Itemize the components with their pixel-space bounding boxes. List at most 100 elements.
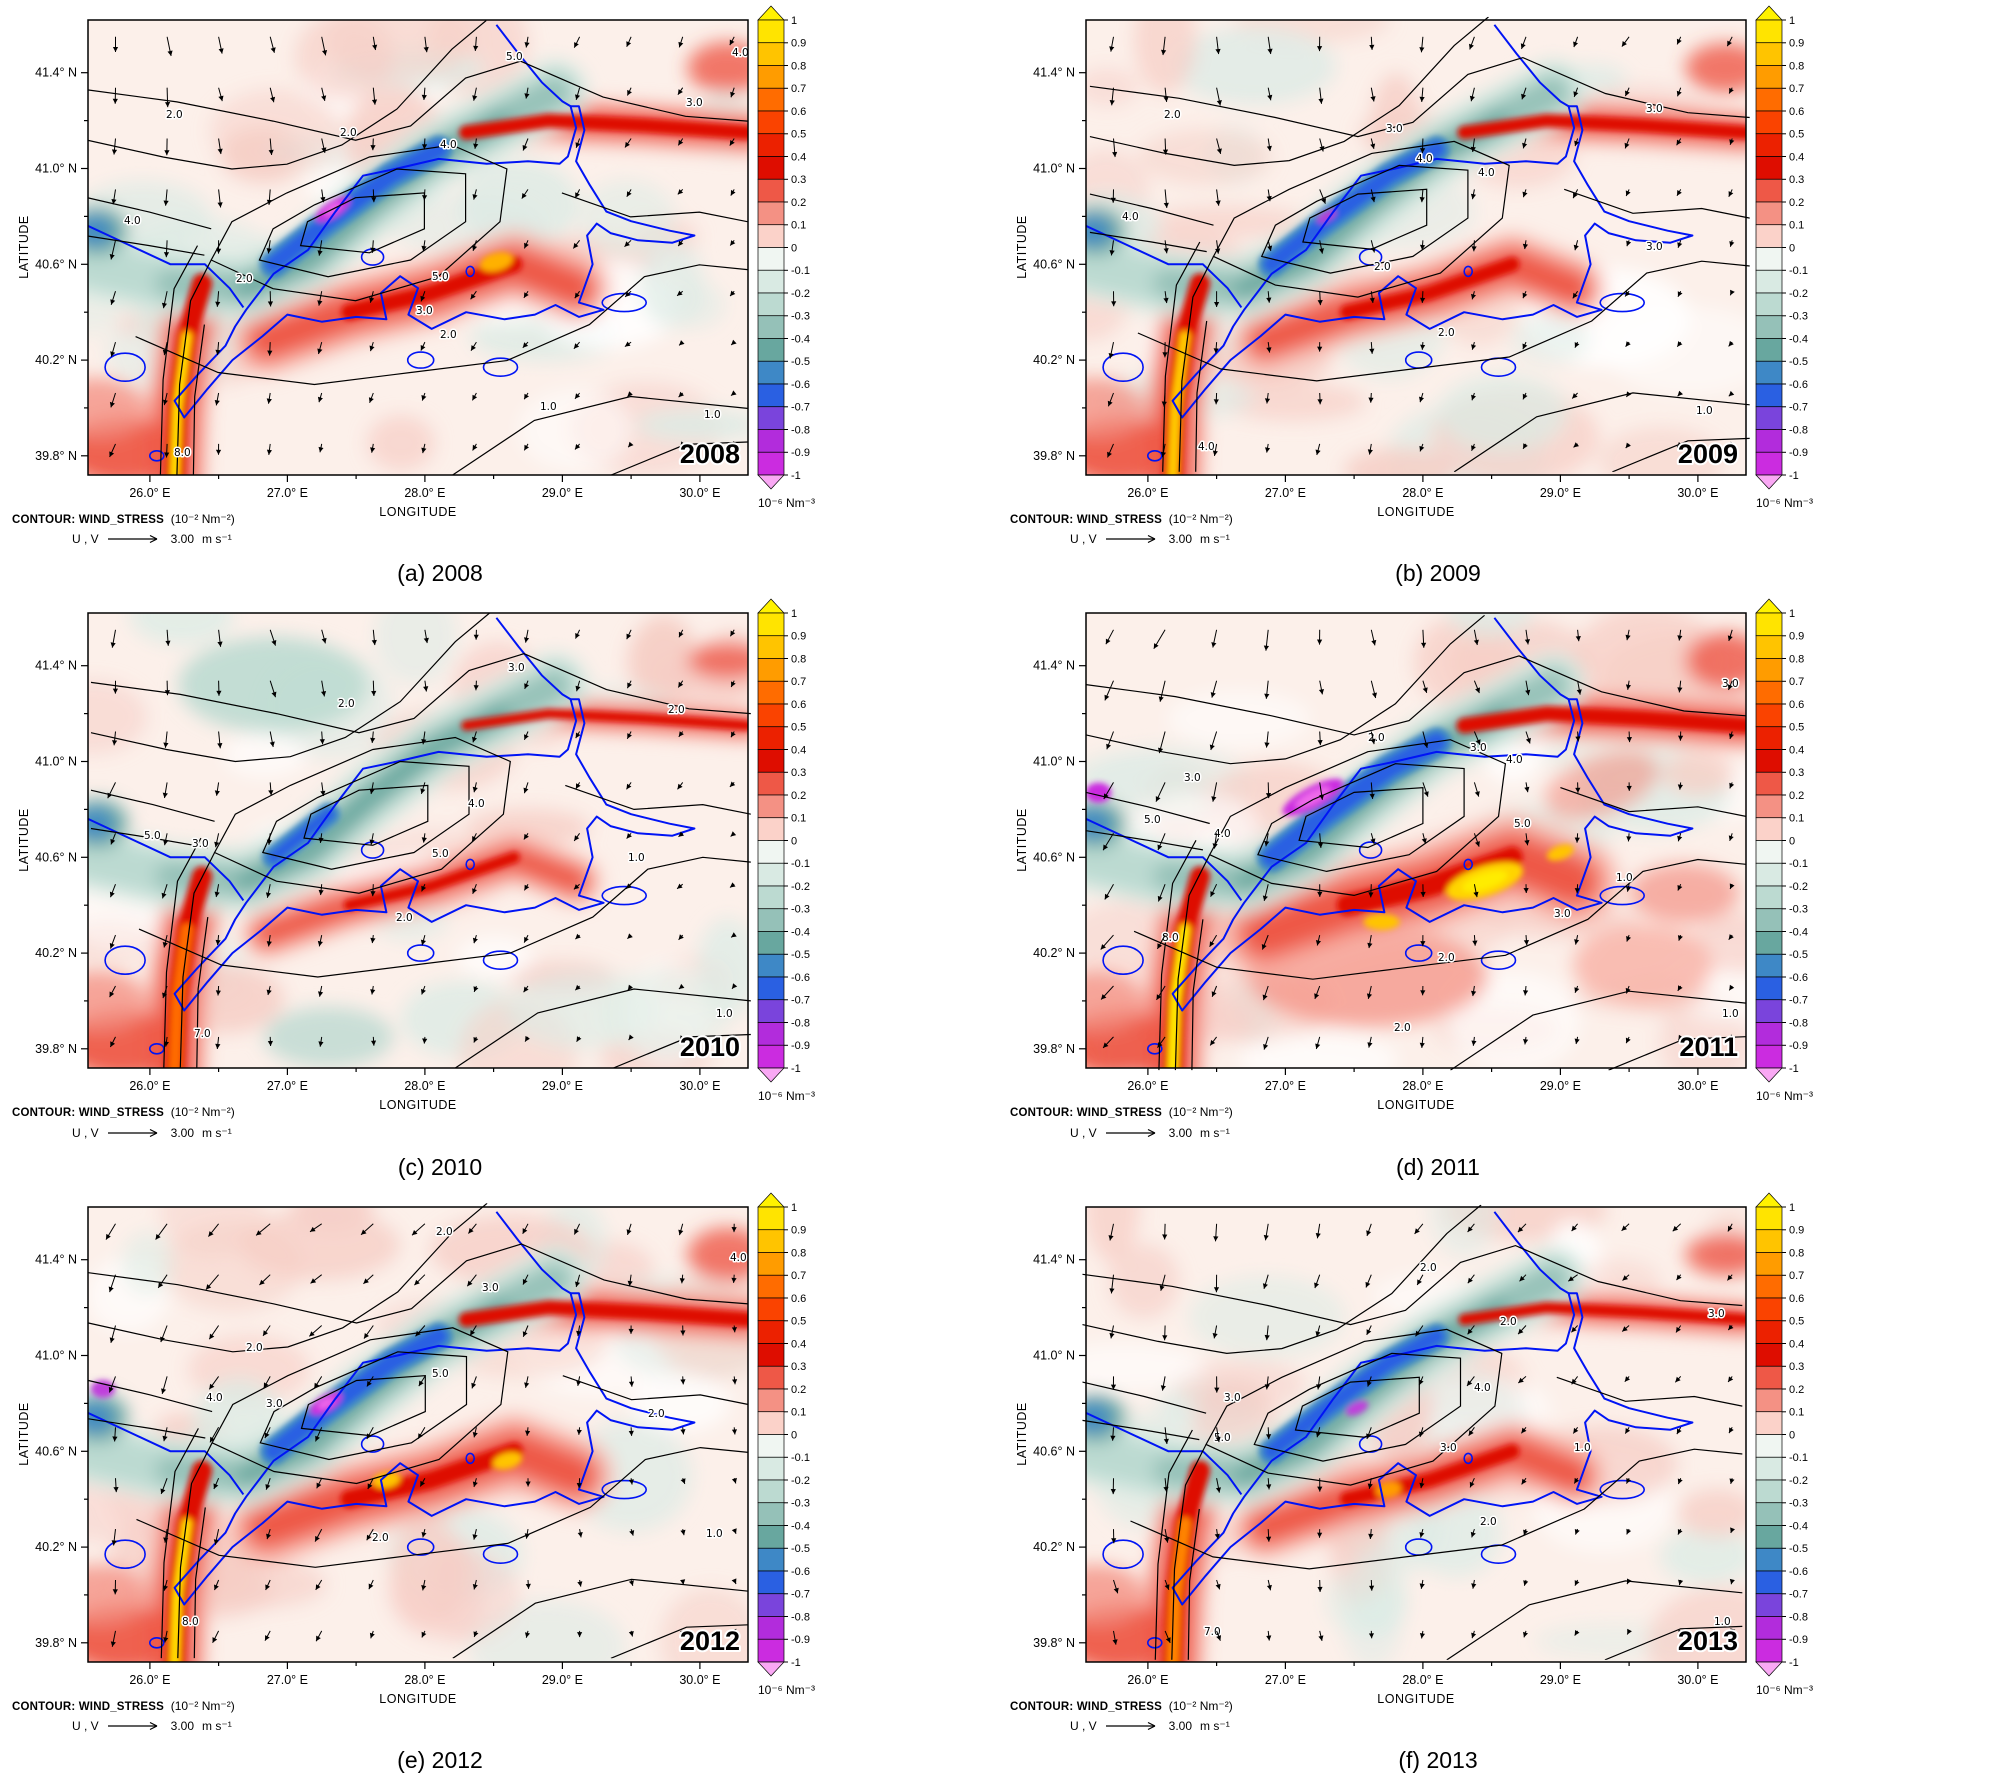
colorbar-tick-label: -0.5 — [791, 356, 810, 368]
panel-caption: (d) 2011 — [1008, 1154, 1868, 1181]
contour-label: 4.0 — [468, 798, 485, 810]
colorbar-tick-label: 0.4 — [791, 745, 806, 757]
contour-note-label: CONTOUR: WIND_STRESS — [12, 1107, 164, 1119]
contour-label: 2.0 — [648, 1408, 665, 1420]
vector-note-label: U , V — [1070, 530, 1097, 548]
panel-caption: (b) 2009 — [1008, 560, 1868, 587]
contour-note-units: (10⁻² Nm⁻²) — [171, 512, 235, 526]
curl-shading — [48, 12, 756, 485]
vector-reference-value: 3.00 — [171, 1717, 194, 1735]
year-label: 2012 — [680, 1626, 740, 1656]
contour-note-units: (10⁻² Nm⁻²) — [171, 1699, 235, 1713]
vector-note-label: U , V — [72, 530, 99, 548]
lat-tick-label: 40.2° N — [35, 353, 77, 367]
lon-tick-label: 30.0° E — [1677, 486, 1718, 500]
contour-label: 1.0 — [540, 401, 557, 413]
map-plot-c: 2.03.03.05.05.04.02.01.07.02.01.0201041.… — [10, 605, 756, 1113]
year-label: 2010 — [680, 1032, 740, 1062]
contour-label: 2.0 — [340, 127, 357, 139]
colorbar-tick-label: -0.2 — [1789, 1474, 1808, 1486]
colorbar-tick-label: -0.8 — [1789, 424, 1808, 436]
colorbar-tick-label: -0.8 — [791, 424, 810, 436]
lon-tick-label: 29.0° E — [1540, 486, 1581, 500]
colorbar-tick-label: 0.4 — [1789, 745, 1804, 757]
colorbar-tick-label: 0.5 — [1789, 722, 1804, 734]
colorbar-tick-label: 0.1 — [791, 813, 806, 825]
colorbar-tick-label: -0.1 — [791, 1452, 810, 1464]
lon-tick-label: 29.0° E — [542, 486, 583, 500]
lon-tick-label: 26.0° E — [129, 1079, 170, 1093]
colorbar-tick-label: 0 — [791, 242, 797, 254]
lon-tick-label: 28.0° E — [404, 486, 445, 500]
colorbar-tick-label: -1 — [1789, 1063, 1799, 1075]
colorbar-tick-label: -0.2 — [1789, 881, 1808, 893]
colorbar-tick-label: 0 — [791, 836, 797, 848]
colorbar-tick-label: 1 — [791, 1201, 797, 1213]
contour-label: 3.0 — [192, 838, 209, 850]
colorbar-tick-label: -0.2 — [791, 881, 810, 893]
vector-arrow-icon — [107, 533, 163, 545]
lat-axis-title: LATITUDE — [1015, 215, 1029, 279]
lon-axis-title: LONGITUDE — [1377, 1098, 1454, 1112]
contour-label: 3.0 — [1470, 742, 1487, 754]
colorbar-tick-label: -0.9 — [791, 1040, 810, 1052]
colorbar: 10.90.80.70.60.50.40.30.20.10-0.1-0.2-0.… — [1754, 1185, 1866, 1707]
colorbar-tick-label: -0.6 — [791, 1565, 810, 1577]
colorbar-tick-label: 0.8 — [1789, 1247, 1804, 1259]
colorbar-tick-label: 0.6 — [1789, 699, 1804, 711]
contour-note-label: CONTOUR: WIND_STRESS — [1010, 1701, 1162, 1713]
contour-label: 2.0 — [372, 1532, 389, 1544]
colorbar-tick-label: -0.4 — [791, 333, 810, 345]
lat-tick-label: 40.6° N — [1033, 851, 1075, 865]
colorbar-tick-label: -0.3 — [1789, 1497, 1808, 1509]
contour-label: 4.0 — [440, 139, 457, 151]
colorbar-unit: 10⁻⁶ Nm⁻³ — [758, 1089, 815, 1103]
colorbar-tick-label: -0.3 — [1789, 311, 1808, 323]
lon-tick-label: 26.0° E — [1127, 1673, 1168, 1687]
colorbar-tick-label: 0.2 — [1789, 790, 1804, 802]
lon-tick-label: 27.0° E — [1265, 486, 1306, 500]
vector-reference-units: m s⁻¹ — [202, 530, 232, 548]
colorbar-tick-label: 0.3 — [791, 767, 806, 779]
vector-reference-value: 3.00 — [1169, 1717, 1192, 1735]
lat-tick-label: 41.0° N — [35, 755, 77, 769]
year-label: 2011 — [1679, 1032, 1738, 1062]
colorbar-tick-label: 0.8 — [791, 1247, 806, 1259]
colorbar-tick-label: -0.7 — [791, 1588, 810, 1600]
colorbar-tick-label: 0.2 — [791, 197, 806, 209]
lat-tick-label: 40.6° N — [35, 1444, 77, 1458]
colorbar-tick-label: -1 — [791, 1063, 801, 1075]
colorbar-tick-label: -0.4 — [1789, 333, 1808, 345]
lat-tick-label: 41.4° N — [1033, 1252, 1075, 1266]
lon-tick-label: 28.0° E — [1402, 486, 1443, 500]
colorbar-tick-label: -0.7 — [791, 402, 810, 414]
contour-label: 5.0 — [432, 1368, 449, 1380]
contour-label: 4.0 — [1198, 441, 1215, 453]
lat-tick-label: 40.2° N — [1033, 1540, 1075, 1554]
colorbar-tick-label: -0.6 — [1789, 379, 1808, 391]
vector-reference-value: 3.00 — [171, 530, 194, 548]
panel-d: 3.05.04.02.03.04.05.01.03.02.02.08.01.03… — [1000, 599, 1996, 1182]
curl-shading — [1017, 605, 1754, 1090]
contour-note-label: CONTOUR: WIND_STRESS — [12, 514, 164, 526]
contour-note-units: (10⁻² Nm⁻²) — [171, 1105, 235, 1119]
contour-label: 3.0 — [1554, 908, 1571, 920]
colorbar-tick-label: -0.7 — [791, 995, 810, 1007]
colorbar-tick-label: -0.9 — [791, 447, 810, 459]
colorbar-tick-label: 1 — [791, 15, 797, 27]
colorbar-tick-label: 1 — [1789, 608, 1795, 620]
contour-label: 3.0 — [508, 662, 525, 674]
contour-label: 3.0 — [1386, 123, 1403, 135]
colorbar-tick-label: 0.6 — [791, 1292, 806, 1304]
colorbar-tick-label: 0.8 — [791, 654, 806, 666]
vector-reference-units: m s⁻¹ — [1200, 1717, 1230, 1735]
colorbar-tick-label: -0.2 — [791, 1474, 810, 1486]
contour-label: 2.0 — [1374, 261, 1391, 273]
contour-label: 2.0 — [396, 912, 413, 924]
